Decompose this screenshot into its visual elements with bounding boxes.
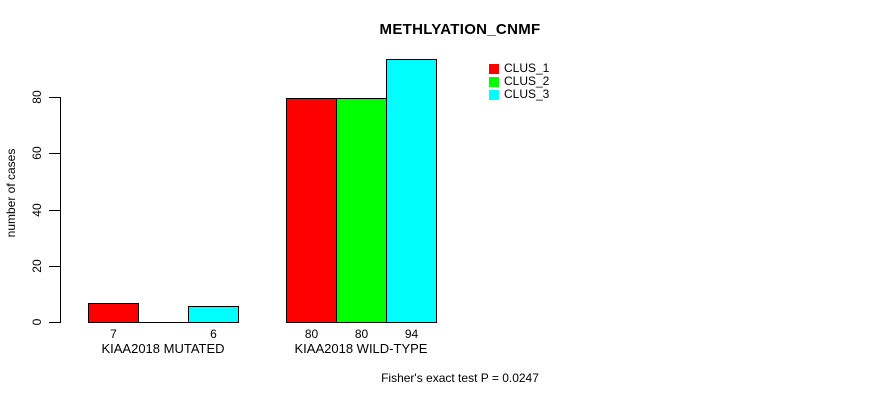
legend-item-clus-3: CLUS_3 [489, 88, 549, 101]
bar-value-label: 7 [110, 327, 117, 341]
legend-item-clus-2: CLUS_2 [489, 75, 549, 88]
x-group-label: KIAA2018 WILD-TYPE [294, 341, 428, 356]
footnote-fisher-test: Fisher's exact test P = 0.0247 [381, 371, 539, 385]
y-axis-tick-label: 40 [30, 203, 44, 217]
bar-clus-2-zero-height [138, 322, 189, 323]
legend: CLUS_1 CLUS_2 CLUS_3 [489, 62, 549, 101]
bar-clus-1 [286, 98, 337, 323]
bar-clus-2 [336, 98, 387, 323]
bar-clus-1 [88, 303, 139, 323]
legend-swatch-clus-3 [489, 89, 499, 100]
legend-swatch-clus-1 [489, 63, 499, 74]
y-axis-tick-label: 20 [30, 259, 44, 273]
bar-value-label: 80 [354, 327, 369, 341]
y-axis-tick-label: 80 [30, 90, 44, 104]
y-axis-tick [49, 266, 60, 267]
legend-label: CLUS_3 [504, 87, 550, 101]
bar-value-label: 94 [404, 327, 419, 341]
y-axis-tick-label: 60 [30, 146, 44, 160]
y-axis-line [60, 97, 61, 323]
y-axis-tick [49, 210, 60, 211]
y-axis-tick [49, 97, 60, 98]
legend-label: CLUS_2 [504, 74, 550, 88]
chart-title: METHLYATION_CNMF [379, 21, 541, 38]
legend-item-clus-1: CLUS_1 [489, 62, 549, 75]
x-group-label: KIAA2018 MUTATED [101, 341, 225, 356]
legend-label: CLUS_1 [504, 61, 550, 75]
y-axis-tick-label: 0 [30, 318, 44, 326]
y-axis-tick [49, 153, 60, 154]
bar-clus-3 [386, 59, 437, 323]
bar-clus-3 [188, 306, 239, 323]
bar-value-label: 6 [210, 327, 217, 341]
legend-swatch-clus-2 [489, 76, 499, 87]
bar-value-label: 80 [304, 327, 319, 341]
y-axis-tick [49, 322, 60, 323]
